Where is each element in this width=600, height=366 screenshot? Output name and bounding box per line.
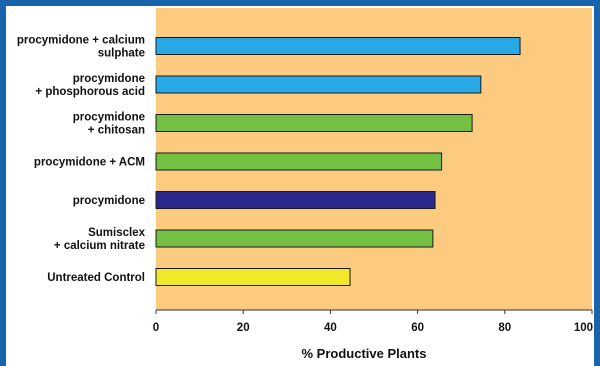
category-label: procymidone + chitosan [73,112,145,137]
bar [155,152,443,171]
category-label: procymidone + ACM [34,157,145,169]
category-label: procymidone + phosphorous acid [35,73,145,98]
x-tick-label: 40 [324,322,337,334]
x-tick-label: 80 [498,322,511,334]
x-tick-label: 100 [574,322,593,334]
category-label: procymidone + calcium sulphate [17,35,145,60]
category-label: Untreated Control [47,272,145,284]
x-tick-label: 20 [237,322,250,334]
bar [155,268,351,286]
x-tick-label: 0 [153,322,159,334]
x-tick-label: 60 [411,322,424,334]
bar [155,229,434,248]
bar [155,191,436,209]
bar [155,114,473,132]
chart-frame: procymidone + calcium sulphate procymidone… [6,6,594,366]
bar-chart: procymidone + calcium sulphate procymidone… [17,8,593,361]
category-label: procymidone [73,195,145,207]
category-label: Sumisclex + calcium nitrate [54,227,146,252]
bar [155,37,521,55]
x-axis-title: % Productive Plants [302,346,427,361]
bar [155,75,482,94]
